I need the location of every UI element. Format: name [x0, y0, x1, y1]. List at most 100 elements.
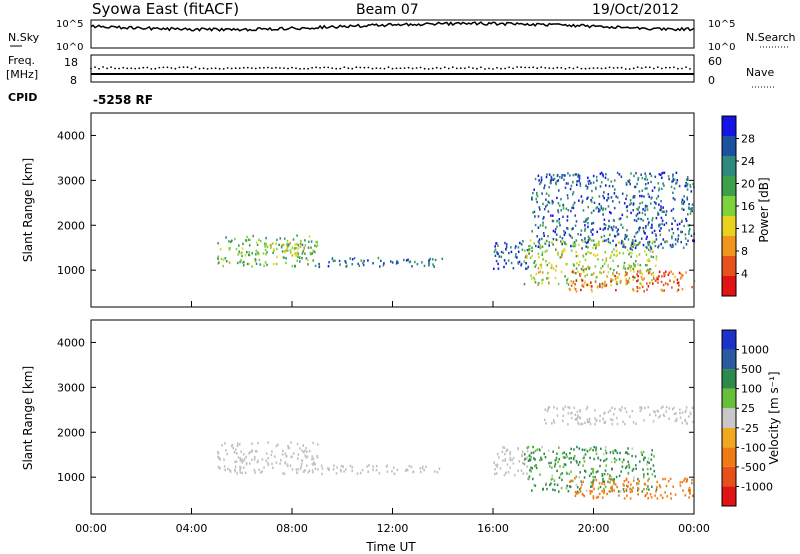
- power-cell-1116: [623, 245, 625, 248]
- power-cell-124: [265, 236, 267, 240]
- power-cbar-swatch-2: [722, 236, 736, 256]
- velocity-cell-387: [594, 475, 596, 479]
- velocity-cell-712: [665, 406, 668, 409]
- velocity-cell-85: [289, 464, 292, 467]
- power-cell-659: [640, 276, 643, 279]
- power-cell-1316: [625, 235, 628, 239]
- power-cell-121: [224, 257, 227, 260]
- power-cell-988: [620, 175, 623, 178]
- power-cell-341: [636, 255, 638, 258]
- velocity-cell-791: [587, 420, 590, 424]
- power-cell-1254: [644, 183, 647, 186]
- power-cell-770: [630, 244, 633, 247]
- nsky-tick-top: 10^5: [56, 19, 83, 30]
- nave-dot-106: [516, 66, 518, 68]
- power-cell-304: [599, 271, 601, 274]
- velocity-cell-53: [219, 458, 221, 461]
- power-cell-587: [641, 272, 644, 276]
- power-cell-1296: [564, 186, 567, 189]
- nave-dot-93: [464, 67, 466, 70]
- velocity-cell-591: [598, 492, 601, 496]
- power-cell-1174: [550, 177, 553, 180]
- velocity-cell-11: [225, 449, 227, 452]
- nave-dot-24: [186, 66, 189, 69]
- power-cell-1144: [603, 239, 606, 242]
- power-cell-1201: [563, 178, 565, 181]
- power-cell-534: [565, 262, 567, 266]
- power-cell-1278: [676, 240, 679, 243]
- power-cell-668: [681, 288, 684, 291]
- power-cell-321: [582, 265, 584, 268]
- power-cell-264: [518, 260, 521, 264]
- power-cell-763: [650, 180, 652, 184]
- nave-dot-142: [660, 67, 663, 70]
- velocity-cell-190: [359, 471, 362, 475]
- velocity-cell-24: [232, 447, 235, 450]
- velocity-cell-352: [560, 486, 563, 490]
- velocity-cell-756: [632, 421, 635, 424]
- power-cell-961: [598, 195, 601, 198]
- velocity-cell-519: [619, 490, 622, 493]
- power-cell-89: [266, 263, 268, 267]
- velocity-cell-414: [539, 459, 541, 462]
- power-cell-516: [541, 253, 543, 256]
- power-cell-392: [547, 271, 549, 275]
- power-cell-206: [382, 264, 385, 267]
- power-cell-1241: [599, 209, 601, 212]
- power-cell-1045: [583, 237, 586, 241]
- power-cell-529: [654, 264, 657, 268]
- velocity-cell-431: [578, 476, 581, 479]
- velocity-cell-153: [271, 462, 273, 466]
- power-cell-1312: [602, 208, 604, 212]
- velocity-cell-425: [618, 474, 621, 477]
- velocity-cell-175: [375, 468, 378, 472]
- velocity-cell-508: [627, 460, 629, 463]
- power-cell-982: [642, 227, 644, 230]
- velocity-cell-132: [256, 460, 259, 464]
- power-cell-257: [517, 246, 520, 249]
- power-cell-218: [362, 261, 364, 265]
- power-cell-1050: [648, 221, 650, 224]
- velocity-cell-577: [629, 490, 632, 494]
- power-cell-965: [595, 175, 598, 179]
- velocity-cell-28: [302, 444, 305, 447]
- velocity-cell-155: [245, 462, 248, 465]
- power-cell-216: [434, 258, 437, 262]
- power-cell-640: [640, 271, 642, 274]
- power-cell-721: [555, 183, 557, 186]
- power-cell-882: [641, 189, 644, 192]
- nave-dot-50: [291, 66, 293, 69]
- velocity-cell-124: [254, 456, 256, 459]
- power-cell-1320: [644, 187, 647, 190]
- power-cell-991: [650, 202, 652, 205]
- power-cell-1225: [685, 243, 688, 246]
- power-cell-240: [380, 259, 382, 262]
- power-cell-387: [630, 255, 632, 258]
- power-cell-803: [668, 178, 670, 181]
- velocity-cell-736: [647, 406, 649, 409]
- power-cell-166: [296, 254, 299, 257]
- power-cell-1104: [555, 238, 558, 241]
- power-cell-454: [656, 276, 658, 279]
- velocity-cell-306: [558, 458, 561, 461]
- power-cell-984: [580, 233, 582, 236]
- power-cell-891: [590, 211, 593, 214]
- power-cell-1265: [612, 219, 615, 222]
- power-cell-495: [605, 259, 607, 262]
- power-cell-595: [605, 284, 608, 287]
- velocity-cell-509: [590, 472, 592, 475]
- velocity-cell-746: [624, 422, 626, 426]
- power-cell-181: [275, 242, 277, 245]
- velocity-cell-762: [562, 414, 565, 417]
- velocity-cell-600: [662, 477, 664, 481]
- velocity-cell-642: [638, 479, 640, 483]
- velocity-cell-759: [578, 422, 580, 426]
- power-cell-943: [610, 226, 613, 229]
- velocity-cell-380: [651, 473, 654, 476]
- velocity-cell-738: [641, 407, 643, 410]
- power-cell-93: [228, 240, 230, 243]
- velocity-cell-443: [566, 455, 568, 458]
- velocity-cell-781: [684, 410, 687, 414]
- power-cell-409: [596, 242, 599, 246]
- velocity-cell-209: [361, 468, 364, 472]
